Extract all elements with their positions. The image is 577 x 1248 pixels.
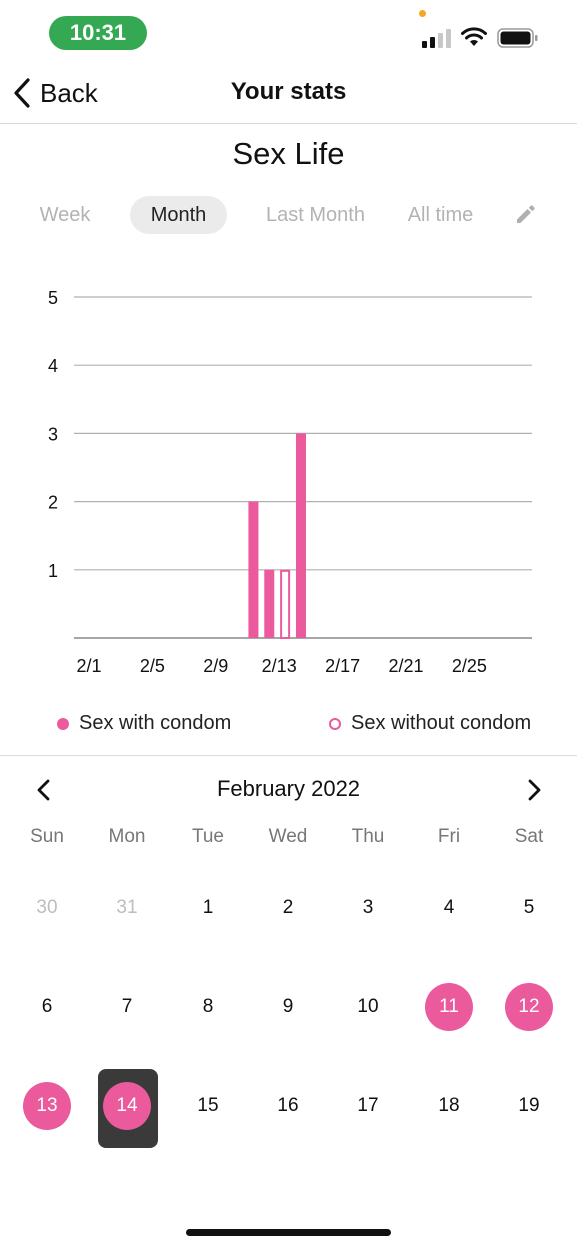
calendar-day[interactable]: 4 — [443, 897, 455, 918]
calendar-day[interactable]: 10 — [357, 996, 379, 1017]
status-bar: 10:31 — [0, 0, 577, 62]
chart-bar-with-condom — [248, 501, 259, 638]
y-tick-label: 3 — [48, 424, 58, 444]
x-tick-label: 2/25 — [452, 656, 487, 676]
legend-item-with-condom: Sex with condom — [57, 712, 231, 735]
calendar-day[interactable]: 30 — [36, 897, 58, 918]
tab-month[interactable]: Month — [130, 196, 227, 234]
back-button[interactable]: Back — [12, 74, 98, 112]
y-tick-label: 1 — [48, 561, 58, 581]
bar-chart: 1 2 3 4 5 2/1 2/5 2/9 2/13 2/17 2/21 2/25 — [48, 288, 532, 676]
x-tick-label: 2/1 — [76, 656, 101, 676]
calendar-day[interactable]: 31 — [116, 897, 138, 918]
chevron-left-icon[interactable] — [30, 776, 58, 804]
y-tick-label: 5 — [48, 288, 58, 308]
status-time: 10:31 — [49, 16, 147, 50]
calendar-day[interactable]: 9 — [282, 996, 294, 1017]
weekday-label: Fri — [437, 826, 461, 847]
weekday-label: Tue — [191, 826, 225, 847]
weekday-header: Sun Mon Tue Wed Thu Fri Sat — [0, 826, 577, 854]
cellular-signal-icon — [422, 29, 451, 48]
y-tick-label: 4 — [48, 356, 58, 376]
home-indicator — [186, 1229, 391, 1236]
calendar-header: February 2022 — [0, 770, 577, 810]
pencil-icon[interactable] — [514, 202, 538, 226]
privacy-indicator-dot — [419, 10, 426, 17]
nav-bar: Back Your stats — [0, 62, 577, 124]
section-title: Sex Life — [232, 136, 345, 171]
chart-bar-with-condom — [264, 569, 275, 638]
page-title: Your stats — [230, 78, 347, 105]
calendar-day[interactable]: 16 — [277, 1095, 299, 1116]
calendar-day[interactable]: 1 — [202, 897, 214, 918]
legend-label: Sex without condom — [351, 712, 532, 734]
legend-item-without-condom: Sex without condom — [329, 712, 531, 735]
weekday-label: Sun — [30, 826, 64, 847]
chart-bar-with-condom — [295, 433, 306, 638]
x-tick-label: 2/9 — [203, 656, 228, 676]
back-label: Back — [40, 77, 98, 108]
calendar-day[interactable]: 14 — [103, 1082, 151, 1130]
legend-filled-dot-icon — [57, 717, 69, 730]
y-tick-label: 2 — [48, 493, 58, 513]
calendar-day[interactable]: 5 — [523, 897, 535, 918]
chart-legend: Sex with condom Sex without condom — [0, 712, 577, 742]
weekday-label: Wed — [268, 826, 308, 847]
sex-life-chart: 1 2 3 4 5 2/1 2/5 2/9 2/13 2/17 2/21 2/25 — [0, 270, 577, 690]
calendar-day[interactable]: 19 — [518, 1095, 540, 1116]
tab-last-month[interactable]: Last Month — [266, 203, 365, 226]
calendar-month-label: February 2022 — [216, 776, 361, 801]
legend-label: Sex with condom — [79, 712, 232, 734]
tab-all-time[interactable]: All time — [407, 203, 474, 226]
battery-icon — [497, 28, 538, 48]
wifi-icon — [461, 27, 487, 46]
calendar-day[interactable]: 2 — [282, 897, 294, 918]
calendar-day[interactable]: 17 — [357, 1095, 379, 1116]
chart-bar-without-condom — [280, 569, 291, 639]
x-tick-label: 2/13 — [262, 656, 297, 676]
calendar-day[interactable]: 13 — [23, 1082, 71, 1130]
calendar-day[interactable]: 11 — [425, 983, 473, 1031]
calendar-day[interactable]: 8 — [202, 996, 214, 1017]
calendar-day[interactable]: 7 — [121, 996, 133, 1017]
weekday-label: Sat — [514, 826, 544, 847]
calendar-day[interactable]: 6 — [41, 996, 53, 1017]
calendar-day[interactable]: 3 — [362, 897, 374, 918]
chevron-left-icon — [14, 78, 30, 108]
x-tick-label: 2/21 — [388, 656, 423, 676]
legend-hollow-dot-icon — [329, 717, 341, 730]
tab-week[interactable]: Week — [39, 203, 91, 226]
calendar-day[interactable]: 12 — [505, 983, 553, 1031]
x-tick-label: 2/5 — [140, 656, 165, 676]
period-tabs: Week Month Last Month All time — [0, 196, 577, 236]
calendar-day[interactable]: 15 — [197, 1095, 219, 1116]
x-tick-label: 2/17 — [325, 656, 360, 676]
divider — [0, 755, 577, 756]
weekday-label: Thu — [351, 826, 385, 847]
weekday-label: Mon — [108, 826, 146, 847]
calendar-day[interactable]: 18 — [438, 1095, 460, 1116]
chevron-right-icon[interactable] — [520, 776, 548, 804]
